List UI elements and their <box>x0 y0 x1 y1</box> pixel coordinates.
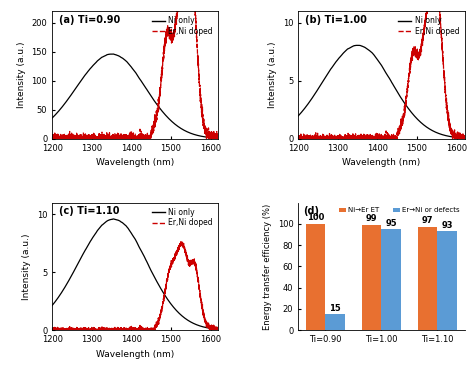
Er,Ni doped <box>359 137 365 141</box>
Text: (c) Ti=1.10: (c) Ti=1.10 <box>59 206 119 216</box>
Er,Ni doped <box>78 132 84 137</box>
Ni only <box>49 303 55 308</box>
Ni only <box>120 221 126 226</box>
Bar <box>438 231 457 330</box>
X-axis label: Wavelength (nm): Wavelength (nm) <box>96 158 174 167</box>
Er,Ni doped <box>68 137 74 141</box>
Y-axis label: Intensity (a.u.): Intensity (a.u.) <box>268 42 277 108</box>
Ni only <box>113 217 119 222</box>
Er,Ni doped <box>441 66 447 71</box>
Er,Ni doped <box>78 326 84 330</box>
Ni only <box>68 274 74 279</box>
Bar <box>362 225 382 330</box>
Er,Ni doped <box>49 137 55 141</box>
Ni only <box>359 44 365 48</box>
Text: 99: 99 <box>366 214 377 223</box>
Ni only <box>212 136 218 140</box>
Bar <box>382 229 401 330</box>
Er,Ni doped <box>194 50 200 55</box>
Y-axis label: Intensity (a.u.): Intensity (a.u.) <box>22 233 31 300</box>
X-axis label: Wavelength (nm): Wavelength (nm) <box>96 349 174 359</box>
Ni only <box>49 116 55 120</box>
Line: Er,Ni doped: Er,Ni doped <box>52 242 219 330</box>
Ni only <box>110 52 116 56</box>
Legend: Ni only, Er,Ni doped: Ni only, Er,Ni doped <box>150 15 215 37</box>
Ni only <box>194 133 200 138</box>
Text: (a) Ti=0.90: (a) Ti=0.90 <box>59 15 120 25</box>
Er,Ni doped <box>120 326 126 331</box>
Line: Er,Ni doped: Er,Ni doped <box>298 0 465 139</box>
Ni only <box>462 136 467 140</box>
Er,Ni doped <box>212 134 218 139</box>
Line: Ni only: Ni only <box>52 219 219 329</box>
Bar <box>325 314 345 330</box>
Er,Ni doped <box>178 240 183 244</box>
Ni only <box>440 133 446 137</box>
Ni only <box>212 327 218 331</box>
Ni only <box>68 93 74 97</box>
Bar <box>306 224 325 330</box>
Ni only <box>216 327 221 332</box>
Ni only <box>78 256 84 260</box>
Er,Ni doped <box>324 133 330 138</box>
Er,Ni doped <box>295 133 301 137</box>
Ni only <box>120 56 126 61</box>
Er,Ni doped <box>462 135 467 140</box>
Er,Ni doped <box>113 137 119 141</box>
Text: 100: 100 <box>307 213 324 222</box>
Er,Ni doped <box>295 137 301 141</box>
Ni only <box>194 323 200 327</box>
Text: (d): (d) <box>303 206 319 216</box>
Ni only <box>366 48 372 53</box>
Text: (b) Ti=1.00: (b) Ti=1.00 <box>305 15 367 25</box>
Line: Ni only: Ni only <box>298 45 465 138</box>
Bar <box>418 227 438 330</box>
Er,Ni doped <box>216 135 221 140</box>
Ni only <box>110 217 116 221</box>
Er,Ni doped <box>49 132 55 137</box>
Ni only <box>314 88 320 93</box>
Er,Ni doped <box>212 326 218 331</box>
Er,Ni doped <box>216 327 221 331</box>
Er,Ni doped <box>366 134 372 138</box>
Line: Ni only: Ni only <box>52 54 219 138</box>
Er,Ni doped <box>49 328 55 332</box>
Y-axis label: Intensity (a.u.): Intensity (a.u.) <box>17 42 26 108</box>
Text: 93: 93 <box>441 221 453 230</box>
Ni only <box>295 114 301 118</box>
Line: Er,Ni doped: Er,Ni doped <box>52 0 219 139</box>
X-axis label: Wavelength (nm): Wavelength (nm) <box>342 158 420 167</box>
Legend: Ni only, Er,Ni doped: Ni only, Er,Ni doped <box>150 206 215 229</box>
Y-axis label: Energy transfer efficiency (%): Energy transfer efficiency (%) <box>263 203 272 329</box>
Er,Ni doped <box>68 328 74 332</box>
Ni only <box>458 136 464 140</box>
Ni only <box>356 43 362 47</box>
Text: 95: 95 <box>385 219 397 227</box>
Er,Ni doped <box>458 135 464 139</box>
Ni only <box>216 136 221 140</box>
Er,Ni doped <box>113 328 119 332</box>
Text: 97: 97 <box>422 216 433 226</box>
Legend: Ni→Er ET, Er→Ni or defects: Ni→Er ET, Er→Ni or defects <box>337 206 461 215</box>
Legend: Ni only, Er,Ni doped: Ni only, Er,Ni doped <box>396 15 461 37</box>
Er,Ni doped <box>120 134 126 138</box>
Ni only <box>324 73 330 77</box>
Ni only <box>78 79 84 83</box>
Ni only <box>113 53 119 57</box>
Er,Ni doped <box>194 274 200 279</box>
Text: 15: 15 <box>329 303 341 313</box>
Er,Ni doped <box>314 137 320 141</box>
Er,Ni doped <box>49 326 55 330</box>
